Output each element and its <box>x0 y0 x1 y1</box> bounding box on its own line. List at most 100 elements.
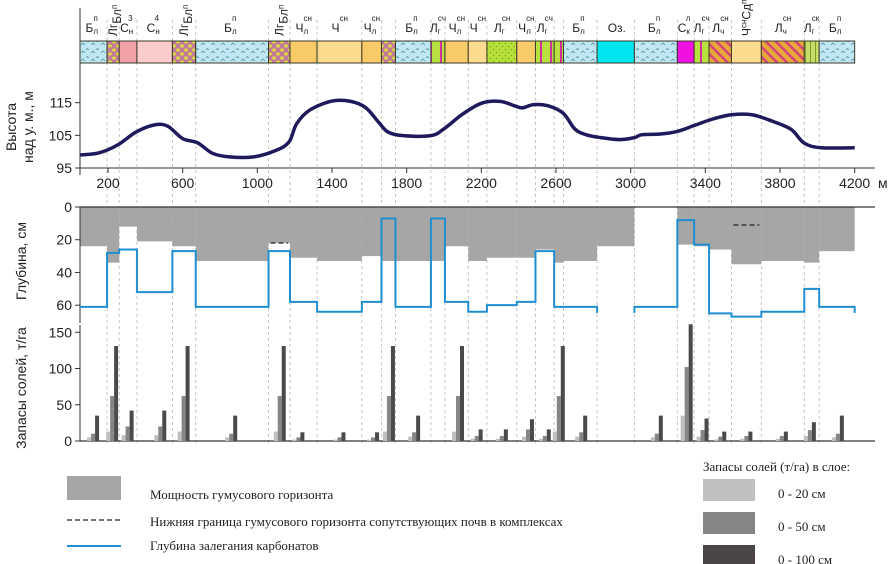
x-tick-label: 1400 <box>316 175 347 191</box>
salt-bar-1 <box>125 426 130 441</box>
soil-label-sup: п <box>580 14 584 23</box>
carbonate-line <box>80 217 856 318</box>
salt-bar-1 <box>579 432 584 441</box>
salt-bar-0 <box>273 431 278 441</box>
soil-label: Сн <box>147 21 160 36</box>
legend-salt-label-0: 0 - 20 см <box>778 486 826 501</box>
salt-bar-0 <box>106 431 111 441</box>
humus-bar <box>597 207 635 247</box>
salt-bar-0 <box>575 436 580 441</box>
soil-label: Лг <box>537 21 548 36</box>
soil-label: ЧснСдп <box>739 0 753 36</box>
soil-label-sup: сн <box>720 14 728 23</box>
humus-bar <box>554 207 564 263</box>
y-tick-label: 0 <box>64 433 72 449</box>
soil-label-sup: 3 <box>128 14 133 23</box>
salt-bar-2 <box>233 415 238 441</box>
salt-bar-1 <box>744 435 749 441</box>
soil-label-sup: сч <box>545 14 553 23</box>
salt-bar-2 <box>341 432 346 441</box>
legend-humus-swatch <box>67 476 121 500</box>
soil-label: ЛгБлп <box>272 5 290 36</box>
humus-bar <box>819 207 855 252</box>
soil-segment-ch <box>467 40 488 64</box>
salt-bar-1 <box>542 435 547 441</box>
y-tick-label: 60 <box>56 297 72 313</box>
soil-label: Ч <box>331 21 339 35</box>
salt-bar-2 <box>281 346 286 441</box>
salt-bar-0 <box>452 431 456 441</box>
soil-label-sup: ск <box>812 14 820 23</box>
salt-bar-2 <box>375 432 380 441</box>
soil-label-sup: сн <box>526 14 534 23</box>
salt-bar-0 <box>382 431 387 441</box>
soil-label-sup: сн <box>304 14 312 23</box>
humus-bar <box>290 207 318 258</box>
salt-bar-1 <box>277 396 282 441</box>
soil-segment-stripes3 <box>803 40 820 64</box>
salt-bar-1 <box>371 437 376 441</box>
humus-bar <box>535 207 555 250</box>
humus-bar <box>119 207 137 227</box>
soil-label-sup: сч <box>702 14 710 23</box>
salt-bar-2 <box>114 346 119 441</box>
salt-bar-0 <box>121 435 126 441</box>
soil-strip: БлпЛгБлпСн3Сн4ЛгБлпБлпЛгБлпЧлснЧснЧлснБл… <box>79 0 856 175</box>
humus-bar <box>804 207 820 263</box>
salt-bar-2 <box>560 346 565 441</box>
salt-bar-0 <box>740 438 745 441</box>
salt-bar-1 <box>684 367 689 441</box>
salt-bar-0 <box>495 438 500 441</box>
salt-bar-2 <box>546 429 551 441</box>
soil-segment-lg <box>380 40 396 64</box>
salt-bar-0 <box>680 415 685 441</box>
humus-bar <box>430 207 445 261</box>
legend-companion-label: Нижняя граница гумусового горизонта сопу… <box>150 514 563 529</box>
soil-label: Ч <box>470 21 478 35</box>
legend-salt-swatch-0 <box>703 479 755 501</box>
soil-segment-stripes2 <box>693 40 710 64</box>
salt-bar-2 <box>839 415 844 441</box>
humus-bar <box>731 207 762 265</box>
humus-bar <box>709 207 732 250</box>
y-tick-label: 0 <box>64 199 72 215</box>
soil-label-sup: сн <box>457 14 465 23</box>
humus-bar <box>361 207 382 257</box>
salt-bar-1 <box>412 432 417 441</box>
soil-segment-s4 <box>136 40 173 64</box>
salt-bar-1 <box>718 436 723 441</box>
salt-bar-0 <box>154 435 159 441</box>
humus-bar <box>317 207 362 261</box>
salt-bar-2 <box>390 346 395 441</box>
salt-bar-2 <box>300 432 305 441</box>
soil-label-sup: сн <box>339 14 347 23</box>
salt-bar-0 <box>696 436 701 441</box>
soil-label-sup: сн <box>502 14 510 23</box>
humus-bar <box>195 207 269 261</box>
x-tick-label: 4200 <box>839 175 870 191</box>
salt-bar-2 <box>95 415 100 441</box>
soil-label-sup: сн <box>478 14 486 23</box>
soil-label: Чл <box>364 21 377 36</box>
humus-bar <box>381 207 396 261</box>
salt-bar-2 <box>722 431 727 441</box>
salt-bar-0 <box>292 439 297 441</box>
x-tick-label: 200 <box>96 175 120 191</box>
y-tick-label: 100 <box>49 361 73 377</box>
humus-bar <box>136 207 173 242</box>
humus-bar <box>694 207 710 247</box>
elevation-ylabel-1: Высота <box>3 103 19 151</box>
y-tick-label: 40 <box>56 264 72 280</box>
salt-bar-2 <box>530 419 534 441</box>
depth-ylabel: Глубина, см <box>13 222 29 300</box>
soil-label-sup: л <box>686 14 691 23</box>
salt-bar-0 <box>177 431 182 441</box>
salt-bar-0 <box>87 437 92 441</box>
salt-bar-2 <box>162 410 167 441</box>
salt-bar-2 <box>688 324 693 441</box>
salt-bar-1 <box>229 433 234 441</box>
soil-segment-hatch <box>708 40 732 64</box>
soil-label: Лг <box>430 21 441 36</box>
soil-label: Лг <box>804 21 815 36</box>
salt-bar-2 <box>583 415 588 441</box>
